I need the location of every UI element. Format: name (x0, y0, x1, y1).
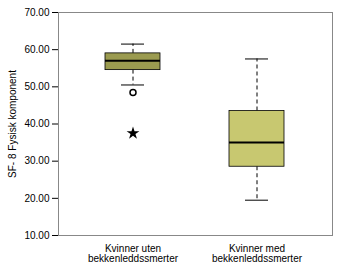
svg-text:50.00: 50.00 (24, 81, 49, 92)
svg-text:Kvinner utenbekkenleddssmerter: Kvinner utenbekkenleddssmerter (88, 243, 179, 264)
svg-text:10.00: 10.00 (24, 230, 49, 241)
svg-text:60.00: 60.00 (24, 44, 49, 55)
svg-text:20.00: 20.00 (24, 193, 49, 204)
svg-text:30.00: 30.00 (24, 155, 49, 166)
svg-text:Kvinner medbekkenleddssmerter: Kvinner medbekkenleddssmerter (212, 243, 303, 264)
svg-text:SF- 8 Fysisk komponent: SF- 8 Fysisk komponent (7, 70, 18, 178)
svg-text:40.00: 40.00 (24, 118, 49, 129)
svg-text:70.00: 70.00 (24, 7, 49, 18)
